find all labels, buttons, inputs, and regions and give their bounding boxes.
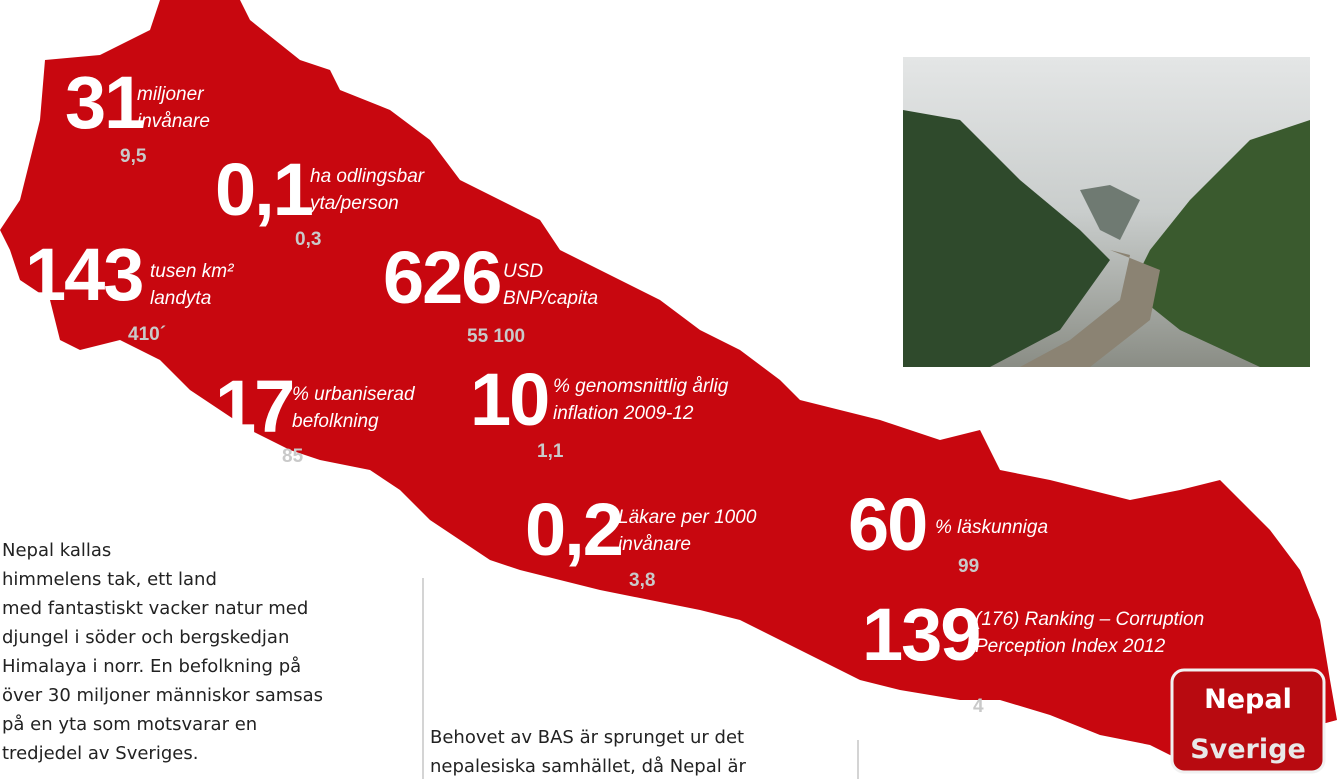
legend: Nepal Sverige — [1172, 670, 1324, 772]
stat-compare: 99 — [958, 556, 979, 577]
stat-value: 139 — [862, 593, 979, 676]
stat-label: invånare — [618, 534, 691, 555]
photo — [903, 57, 1310, 367]
infographic: 31miljoner invånare 9,5 0,1ha odlingsbar yta… — [0, 0, 1337, 779]
stat-value: 31 — [65, 61, 144, 144]
stat-label: % urbaniserad — [292, 384, 416, 405]
intro-line: över 30 miljoner människor samsas — [2, 685, 323, 706]
stat-label: ha odlingsbar — [310, 166, 425, 187]
stat-value: 0,1 — [215, 148, 313, 231]
stat-value: 17 — [215, 365, 293, 448]
stat-label: tusen km² — [150, 261, 234, 282]
stat-value: 60 — [848, 483, 926, 566]
stat-compare: 410´ — [128, 324, 166, 345]
intro-line: Nepal kallas — [2, 540, 111, 561]
stat-value: 10 — [470, 358, 548, 441]
stat-compare: 9,5 — [120, 146, 147, 167]
stat-value: 143 — [25, 233, 142, 316]
legend-primary: Nepal — [1204, 684, 1292, 715]
stat-compare: 3,8 — [629, 570, 655, 591]
stat-label: landyta — [150, 288, 211, 309]
intro-line: himmelens tak, ett land — [2, 569, 217, 590]
stat-compare: 55 100 — [467, 326, 525, 347]
stat-label: USD — [503, 261, 543, 282]
intro-line: på en yta som motsvarar en — [2, 714, 257, 735]
stat-compare: 85 — [282, 446, 304, 467]
page: 31miljoner invånare 9,5 0,1ha odlingsbar yta… — [0, 0, 1337, 779]
stat-label: % läskunniga — [935, 517, 1048, 538]
stat-label: inflation 2009-12 — [553, 403, 694, 424]
intro-text: Nepal kallas himmelens tak, ett land med f… — [2, 540, 323, 764]
body-line: nepalesiska samhället, då Nepal är — [430, 756, 747, 777]
intro-line: Himalaya i norr. En befolkning på — [2, 656, 301, 677]
stat-value: 626 — [383, 236, 500, 319]
intro-line: tredjedel av Sveriges. — [2, 743, 198, 764]
stat-compare: 4 — [973, 696, 984, 717]
stat-label: Perception Index 2012 — [975, 636, 1166, 657]
stat-compare: 0,3 — [295, 229, 321, 250]
stat-label: yta/person — [308, 193, 399, 214]
legend-secondary: Sverige — [1190, 734, 1306, 765]
stat-label: invånare — [137, 111, 210, 132]
stat-label: BNP/capita — [503, 288, 598, 309]
body-line: Behovet av BAS är sprunget ur det — [430, 727, 744, 748]
body-text: Behovet av BAS är sprunget ur det nepales… — [430, 727, 747, 777]
stat-label: % genomsnittlig årlig — [553, 376, 729, 397]
stat-compare: 1,1 — [537, 441, 564, 462]
stat-value: 0,2 — [525, 488, 622, 571]
stat-label: befolkning — [292, 411, 379, 432]
intro-line: med fantastiskt vacker natur med — [2, 598, 308, 619]
stat-label: Läkare per 1000 — [618, 507, 757, 528]
stat-label: (176) Ranking – Corruption — [975, 609, 1204, 630]
intro-line: djungel i söder och bergskedjan — [2, 627, 289, 648]
stat-label: miljoner — [137, 84, 204, 105]
